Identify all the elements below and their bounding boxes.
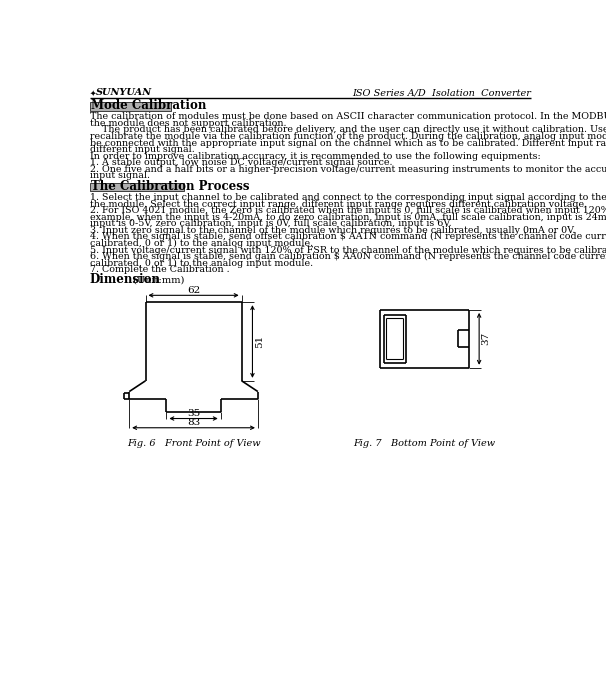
Text: example, when the input is 4-20mA, to do zero calibration, input is 0mA, full sc: example, when the input is 4-20mA, to do… [90,213,606,222]
Text: 1. A stable output, low noise DC voltage/current signal source.: 1. A stable output, low noise DC voltage… [90,158,392,167]
Text: 6. When the signal is stable, send gain calibration $ AA0N command (N represents: 6. When the signal is stable, send gain … [90,252,606,261]
Text: be connected with the appropriate input signal on the channel which as to be cal: be connected with the appropriate input … [90,139,606,148]
Text: different input signal.: different input signal. [90,145,195,154]
Text: 51: 51 [255,335,264,348]
Text: ✦: ✦ [90,88,96,97]
Bar [90,183,184,191]
Text: the module. Select the correct input range, different input range requires diffe: the module. Select the correct input ran… [90,200,587,209]
Text: 62: 62 [187,286,200,295]
Text: Fig. 6   Front Point of View: Fig. 6 Front Point of View [127,439,261,448]
Text: 2. One five and a half bits or a higher-precision voltage/current measuring inst: 2. One five and a half bits or a higher-… [90,165,606,174]
Text: In order to improve calibration accuracy, it is recommended to use the following: In order to improve calibration accuracy… [90,152,541,161]
Text: Mode Calibration: Mode Calibration [92,99,207,112]
Text: 35: 35 [187,408,200,417]
Text: 4. When the signal is stable, send offset calibration $ AA1N command (N represen: 4. When the signal is stable, send offse… [90,233,606,241]
Text: 83: 83 [187,418,200,427]
Text: The product has been calibrated before delivery, and the user can directly use i: The product has been calibrated before d… [90,126,606,135]
Text: The Calibration Process: The Calibration Process [92,180,250,193]
Text: input is 0-5V, zero calibration, input is 0V, full scale calibration, input is 6: input is 0-5V, zero calibration, input i… [90,219,451,228]
Text: 3. Input zero signal to the channel of the module which requires to be calibrate: 3. Input zero signal to the channel of t… [90,226,575,235]
Text: 2. For ISO 4021 module, the Zero is calibrated when the input is 0, full scale i: 2. For ISO 4021 module, the Zero is cali… [90,206,606,215]
Text: 7. Complete the Calibration .: 7. Complete the Calibration . [90,265,229,274]
Text: the module does not support calibration.: the module does not support calibration. [90,119,286,128]
Text: 1. Select the input channel to be calibrated and connect to the corresponding in: 1. Select the input channel to be calibr… [90,193,606,202]
Bar [90,102,171,110]
Text: ISO Series A/D  Isolation  Converter: ISO Series A/D Isolation Converter [353,88,531,97]
Text: SUNYUAN: SUNYUAN [96,88,152,97]
Text: 5. Input voltage/current signal with 120% of FSR to the channel of the module wh: 5. Input voltage/current signal with 120… [90,246,606,255]
Text: (Unit:mm): (Unit:mm) [130,276,184,285]
Text: 37: 37 [481,332,490,346]
Text: calibrated, 0 or 1) to the analog input module.: calibrated, 0 or 1) to the analog input … [90,239,313,248]
Text: calibrated, 0 or 1) to the analog input module.: calibrated, 0 or 1) to the analog input … [90,259,313,268]
Text: input signal.: input signal. [90,171,150,180]
Text: Dimension: Dimension [90,273,161,286]
Text: Fig. 7   Bottom Point of View: Fig. 7 Bottom Point of View [353,439,496,448]
Text: The calibration of modules must be done based on ASCII character communication p: The calibration of modules must be done … [90,112,606,121]
Text: recalibrate the module via the calibration function of the product. During the c: recalibrate the module via the calibrati… [90,132,606,141]
